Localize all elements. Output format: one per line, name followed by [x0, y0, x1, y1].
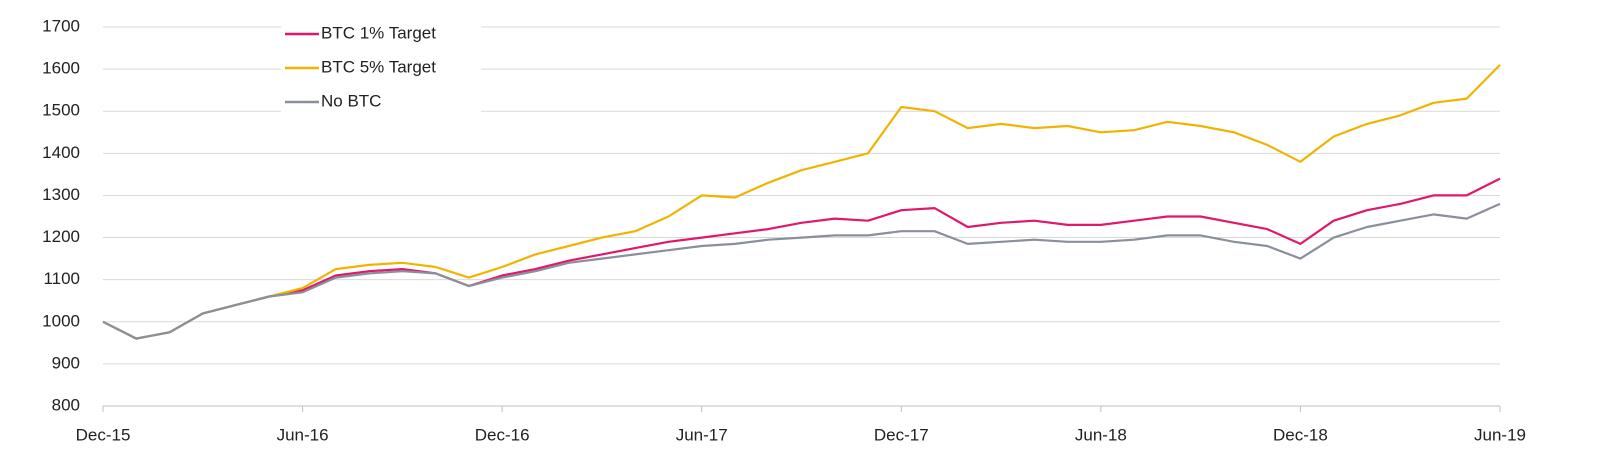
legend-label: BTC 1% Target — [321, 23, 436, 42]
x-tick-label: Jun-19 — [1474, 425, 1526, 444]
y-tick-label: 1100 — [43, 269, 80, 288]
y-tick-label: 1600 — [42, 59, 80, 78]
y-tick-label: 1700 — [42, 16, 80, 35]
y-tick-label: 900 — [52, 353, 80, 372]
x-tick-label: Jun-17 — [676, 425, 728, 444]
series-line — [102, 202, 1501, 340]
series-line — [102, 64, 1501, 340]
x-tick-label: Jun-18 — [1075, 425, 1127, 444]
y-tick-label: 800 — [52, 395, 80, 414]
y-tick-label: 1300 — [42, 185, 80, 204]
x-tick-label: Dec-17 — [874, 425, 929, 444]
x-tick-label: Jun-16 — [277, 425, 329, 444]
y-tick-label: 1000 — [42, 311, 80, 330]
x-tick-label: Dec-18 — [1273, 425, 1328, 444]
legend-label: BTC 5% Target — [321, 57, 436, 76]
y-tick-label: 1500 — [42, 101, 80, 120]
x-tick-label: Dec-15 — [76, 425, 131, 444]
series-line — [102, 177, 1501, 340]
x-tick-label: Dec-16 — [475, 425, 530, 444]
y-tick-label: 1200 — [42, 227, 80, 246]
y-tick-label: 1400 — [42, 143, 80, 162]
legend-label: No BTC — [321, 91, 381, 110]
